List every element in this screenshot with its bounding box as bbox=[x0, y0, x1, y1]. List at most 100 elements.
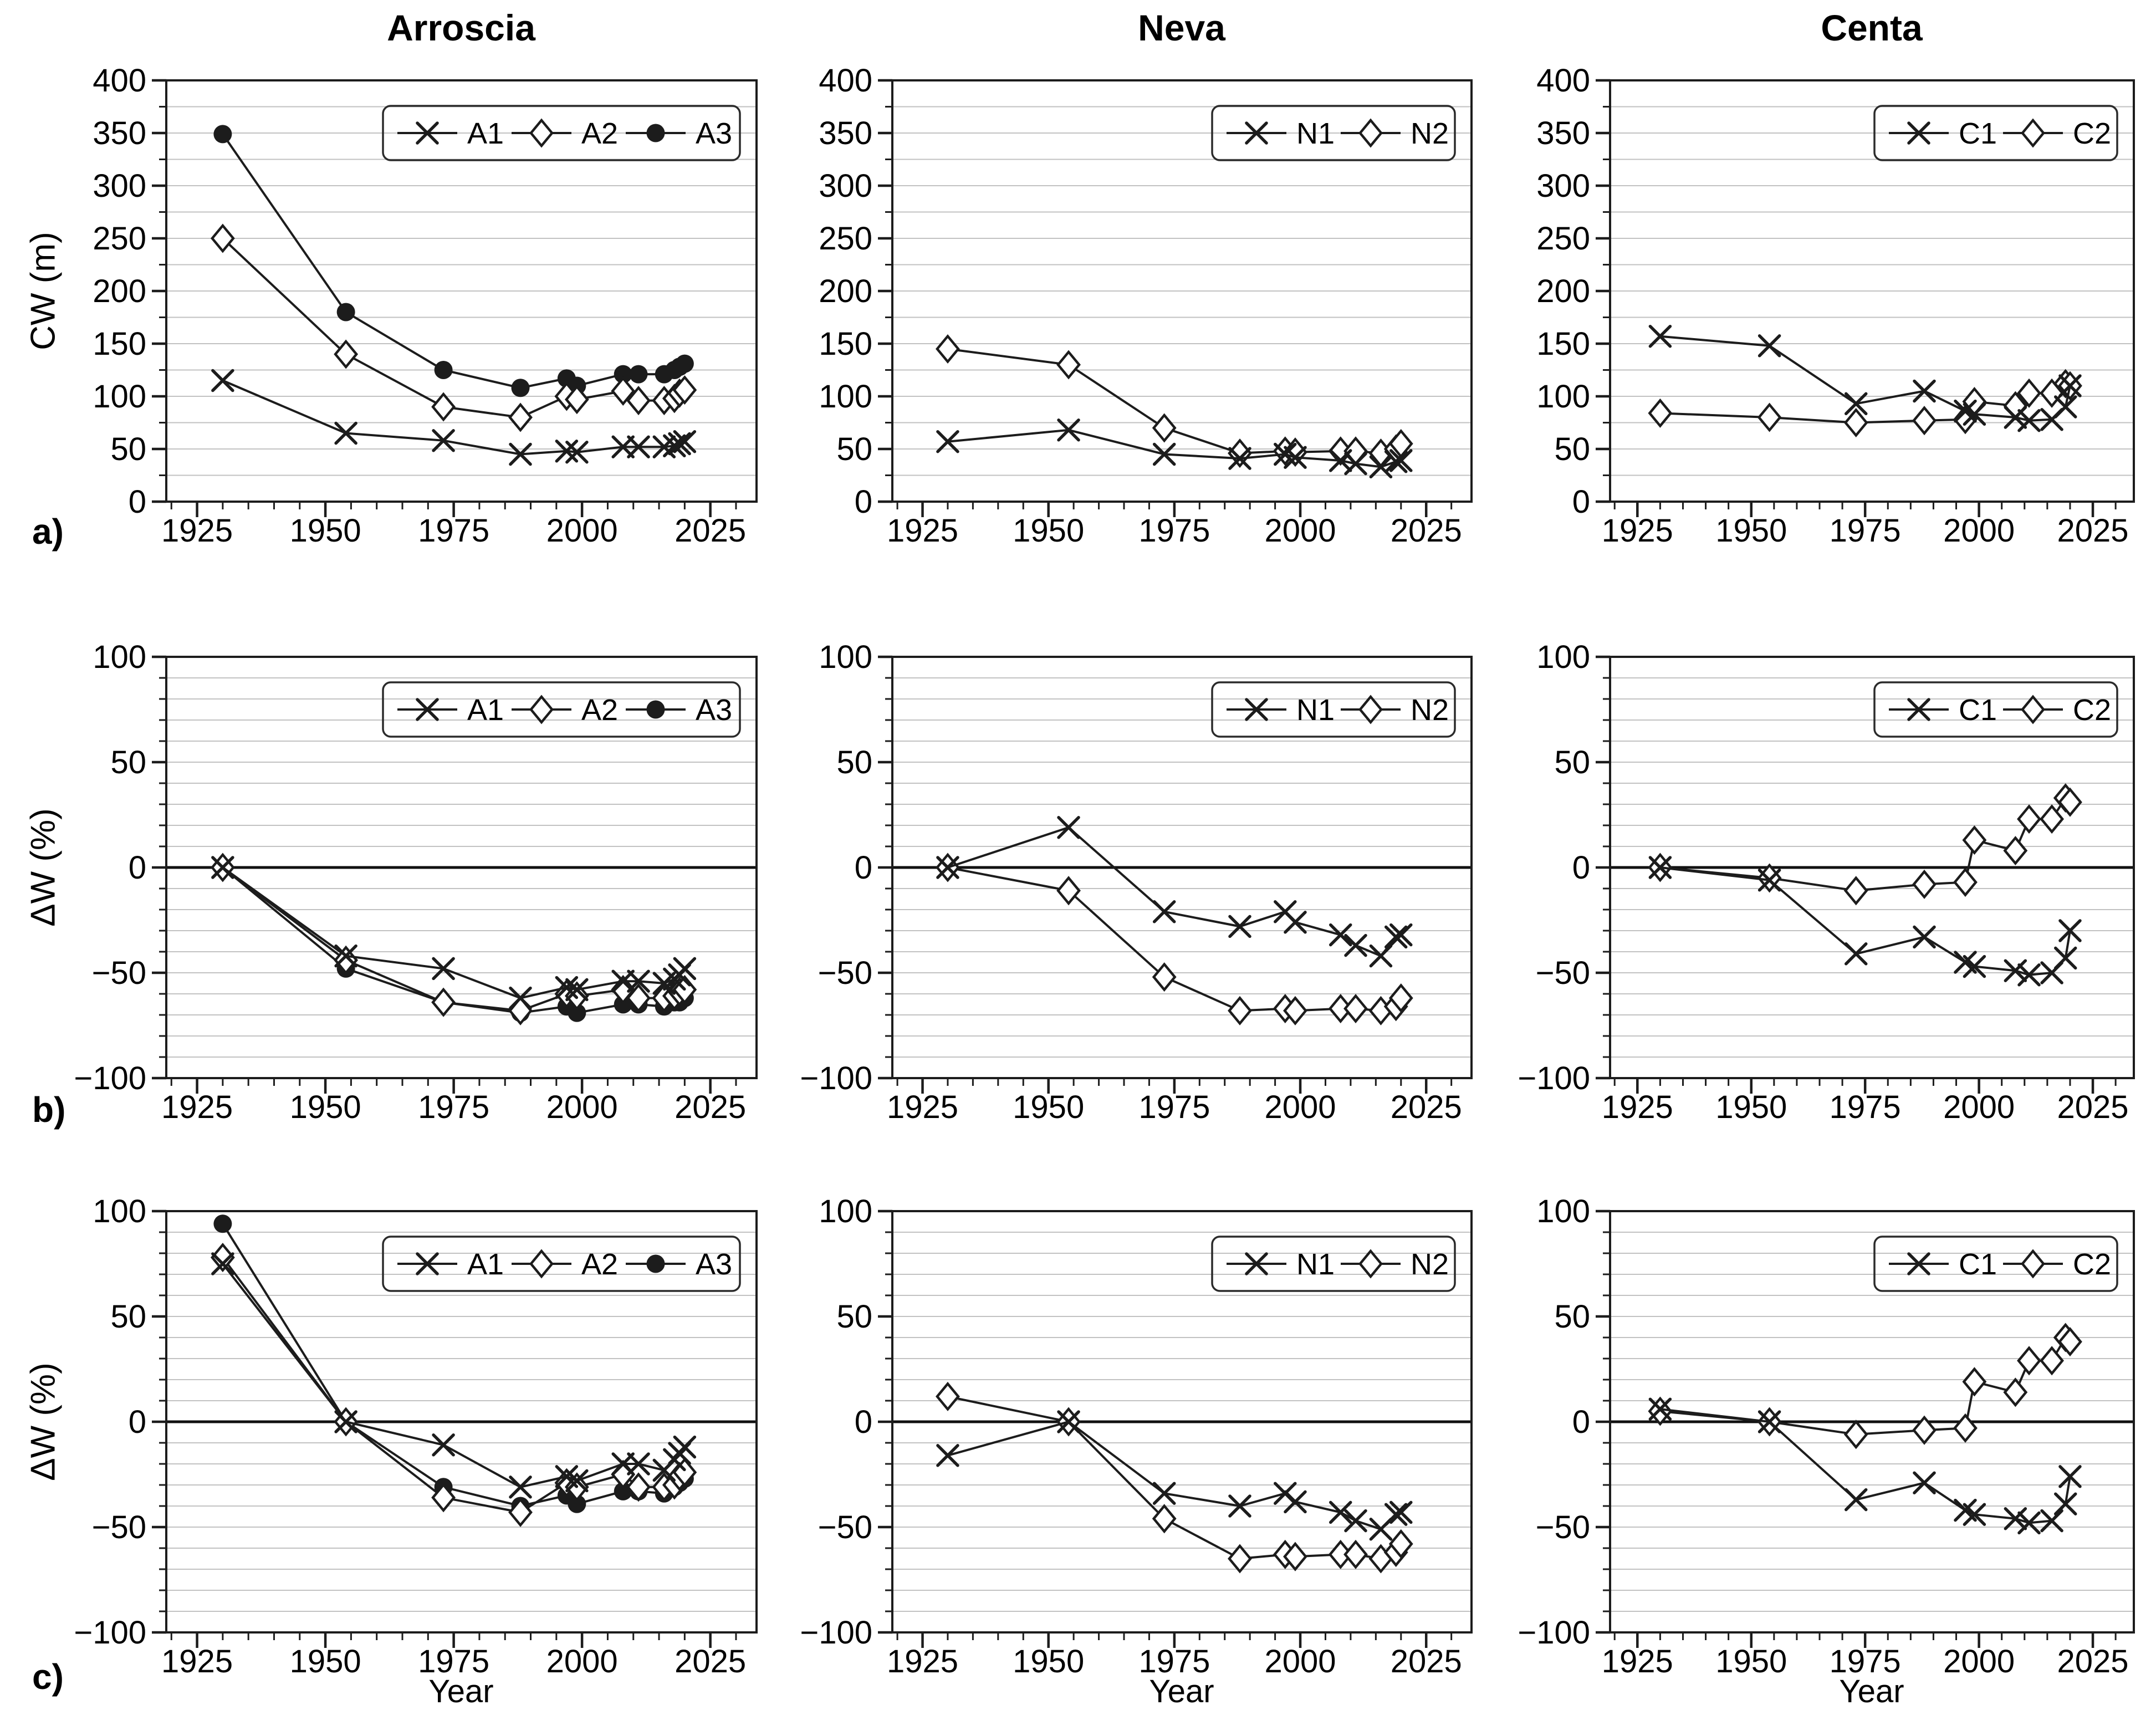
legend-box bbox=[1873, 105, 2118, 161]
y-tick-label: 150 bbox=[1536, 326, 1590, 362]
diamond-marker bbox=[210, 1243, 235, 1273]
y-tick-label: 50 bbox=[110, 431, 146, 467]
y-tick-label: 400 bbox=[1536, 63, 1590, 99]
diamond-marker bbox=[2017, 378, 2041, 408]
series-markers-C1 bbox=[1648, 856, 2082, 987]
y-tick-label: −50 bbox=[1536, 955, 1590, 991]
x-marker bbox=[1152, 900, 1176, 923]
x-marker bbox=[565, 978, 589, 1002]
x-marker bbox=[673, 1435, 697, 1459]
y-axis-title-row-a: CW (m) bbox=[24, 232, 63, 350]
x-tick-label: 2025 bbox=[675, 1089, 746, 1125]
x-marker bbox=[1344, 452, 1367, 476]
series-line-N2 bbox=[947, 348, 1402, 455]
x-tick-label: 2025 bbox=[675, 1643, 746, 1680]
circle-marker bbox=[568, 1494, 586, 1513]
legend-label: A3 bbox=[696, 693, 732, 727]
series-markers-N2 bbox=[936, 1381, 1413, 1574]
legend-box bbox=[1211, 105, 1456, 161]
x-marker bbox=[416, 698, 439, 721]
diamond-marker bbox=[431, 987, 456, 1017]
x-tick-label: 2025 bbox=[2057, 513, 2129, 549]
y-tick-label: −100 bbox=[74, 1060, 146, 1096]
y-tick-label: −100 bbox=[1518, 1615, 1590, 1651]
x-marker bbox=[432, 429, 455, 452]
x-tick-label: 2000 bbox=[1265, 513, 1336, 549]
x-marker bbox=[1329, 923, 1352, 947]
y-tick-label: 50 bbox=[836, 431, 872, 467]
x-marker bbox=[2058, 919, 2082, 942]
x-tick-label: 2000 bbox=[546, 513, 618, 549]
x-tick-label: 1925 bbox=[161, 1089, 233, 1125]
x-marker bbox=[565, 440, 589, 464]
x-marker bbox=[1389, 449, 1413, 472]
circle-marker bbox=[614, 365, 632, 384]
x-tick-label: 1925 bbox=[887, 1643, 958, 1680]
y-tick-label: 50 bbox=[836, 744, 872, 780]
x-tick-label: 2025 bbox=[2057, 1643, 2129, 1680]
y-tick-label: 150 bbox=[93, 326, 146, 362]
diamond-marker bbox=[1953, 1413, 1978, 1443]
legend-label: C1 bbox=[1959, 693, 1997, 727]
panel-a-neva: 0 50 100 150 200 250 300 350 400 1925 1950 1975 2000… bbox=[819, 63, 1473, 549]
x-marker bbox=[1057, 816, 1080, 839]
diamond-marker bbox=[2021, 1249, 2045, 1279]
legend-label: N1 bbox=[1296, 117, 1335, 150]
diamond-marker bbox=[1152, 962, 1177, 992]
x-marker bbox=[334, 1410, 357, 1433]
diamond-marker bbox=[1228, 438, 1252, 468]
legend-box bbox=[382, 105, 741, 161]
diamond-marker bbox=[1912, 1415, 1937, 1445]
diamond-marker bbox=[1228, 996, 1252, 1025]
x-marker bbox=[1648, 324, 1672, 348]
x-marker bbox=[1384, 1503, 1408, 1526]
diamond-marker bbox=[1056, 350, 1081, 380]
panel-a-arroscia: 0 50 100 150 200 250 300 350 400 1925 1950 1975 2000… bbox=[93, 63, 758, 549]
x-tick-label: 1925 bbox=[161, 1643, 233, 1680]
x-marker bbox=[2004, 406, 2027, 429]
diamond-marker bbox=[936, 1381, 960, 1411]
x-tick-label: 1925 bbox=[1602, 513, 1673, 549]
x-tick-label: 1925 bbox=[887, 1089, 958, 1125]
x-marker bbox=[1648, 1397, 1672, 1421]
diamond-marker bbox=[1843, 876, 1868, 906]
x-marker bbox=[1389, 1500, 1413, 1524]
series-markers-N1 bbox=[936, 816, 1413, 968]
legend: N1 N2 bbox=[1211, 681, 1456, 738]
diamond-marker bbox=[2040, 1346, 2065, 1376]
x-tick-label: 2000 bbox=[1943, 513, 2015, 549]
x-marker bbox=[334, 421, 357, 445]
y-tick-label: 100 bbox=[1536, 639, 1590, 675]
legend-box bbox=[1211, 681, 1456, 738]
circle-marker bbox=[568, 1003, 586, 1022]
y-tick-label: 350 bbox=[1536, 115, 1590, 151]
series-line-A3 bbox=[222, 133, 686, 389]
diamond-marker bbox=[2058, 1327, 2082, 1357]
x-axis-title-neva: Year bbox=[1149, 1673, 1214, 1709]
series-markers-A1 bbox=[211, 369, 697, 466]
x-marker bbox=[509, 1476, 532, 1499]
panel-c-neva: −100 −50 0 50 100 1925 1950 1975 2000 2025 N1 N2 bbox=[800, 1193, 1473, 1680]
x-marker bbox=[1152, 442, 1176, 466]
x-marker bbox=[1907, 698, 1930, 721]
diamond-marker bbox=[1388, 1529, 1413, 1559]
y-tick-label: 100 bbox=[819, 379, 872, 415]
x-marker bbox=[936, 1444, 959, 1467]
legend-box bbox=[382, 681, 741, 738]
panel-a-centa: 0 50 100 150 200 250 300 350 400 1925 1950 1975 2000… bbox=[1536, 63, 2135, 549]
y-tick-label: −50 bbox=[818, 1509, 872, 1545]
y-tick-label: −50 bbox=[1536, 1509, 1590, 1545]
series-markers-C1 bbox=[1648, 324, 2082, 432]
panel-letter-b: b) bbox=[32, 1090, 66, 1130]
x-marker bbox=[1758, 334, 1781, 358]
y-tick-label: 100 bbox=[93, 1193, 146, 1229]
panel-b-arroscia: −100 −50 0 50 100 1925 1950 1975 2000 2025 A1 A2 A3 bbox=[74, 639, 758, 1125]
diamond-marker bbox=[431, 1483, 456, 1513]
x-marker bbox=[509, 442, 532, 466]
legend-label: C1 bbox=[1959, 1248, 1997, 1281]
y-tick-label: 100 bbox=[93, 639, 146, 675]
legend-label: N2 bbox=[1411, 1248, 1449, 1281]
x-tick-label: 1925 bbox=[887, 513, 958, 549]
diamond-marker bbox=[672, 375, 697, 405]
legend: C1 C2 bbox=[1873, 105, 2118, 161]
